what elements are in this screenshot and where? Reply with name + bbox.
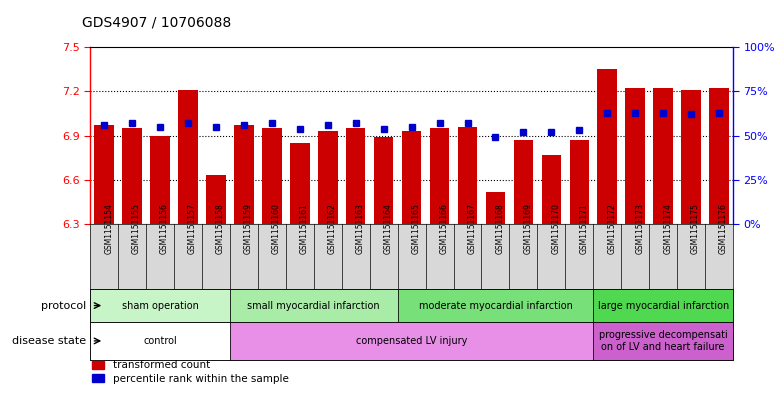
Text: GSM1151165: GSM1151165 bbox=[412, 203, 420, 254]
Text: GSM1151168: GSM1151168 bbox=[495, 203, 504, 254]
Text: large myocardial infarction: large myocardial infarction bbox=[597, 301, 729, 310]
Bar bbox=[178, 90, 198, 224]
Text: small myocardial infarction: small myocardial infarction bbox=[248, 301, 380, 310]
Text: GSM1151167: GSM1151167 bbox=[467, 203, 477, 254]
Text: GSM1151170: GSM1151170 bbox=[551, 203, 561, 254]
Bar bbox=[430, 128, 449, 224]
Bar bbox=[90, 289, 230, 322]
Bar bbox=[402, 131, 421, 224]
Bar bbox=[593, 289, 733, 322]
Bar bbox=[318, 131, 338, 224]
Text: moderate myocardial infarction: moderate myocardial infarction bbox=[419, 301, 572, 310]
Text: GSM1151172: GSM1151172 bbox=[608, 203, 616, 254]
Text: GDS4907 / 10706088: GDS4907 / 10706088 bbox=[82, 16, 231, 30]
Bar bbox=[346, 128, 365, 224]
Bar bbox=[397, 289, 593, 322]
Text: GSM1151162: GSM1151162 bbox=[328, 203, 337, 254]
Bar bbox=[626, 88, 645, 224]
Bar bbox=[542, 155, 561, 224]
Bar bbox=[653, 88, 673, 224]
Text: control: control bbox=[143, 336, 177, 346]
Bar bbox=[593, 322, 733, 360]
Text: GSM1151164: GSM1151164 bbox=[383, 203, 393, 254]
Bar bbox=[485, 191, 505, 224]
Bar bbox=[681, 90, 701, 224]
Text: GSM1151169: GSM1151169 bbox=[524, 203, 532, 254]
Text: GSM1151163: GSM1151163 bbox=[356, 203, 365, 254]
Text: GSM1151154: GSM1151154 bbox=[104, 203, 113, 254]
Bar bbox=[514, 140, 533, 224]
Text: protocol: protocol bbox=[41, 301, 86, 310]
Text: GSM1151176: GSM1151176 bbox=[719, 203, 728, 254]
Text: GSM1151158: GSM1151158 bbox=[216, 203, 225, 254]
Bar bbox=[151, 136, 170, 224]
Text: GSM1151175: GSM1151175 bbox=[691, 203, 700, 254]
Text: GSM1151157: GSM1151157 bbox=[188, 203, 197, 254]
Text: GSM1151156: GSM1151156 bbox=[160, 203, 169, 254]
Bar bbox=[597, 69, 617, 224]
Text: GSM1151161: GSM1151161 bbox=[299, 203, 309, 254]
Bar bbox=[230, 322, 593, 360]
Bar bbox=[94, 125, 114, 224]
Bar bbox=[122, 128, 142, 224]
Bar bbox=[374, 137, 394, 224]
Bar bbox=[290, 143, 310, 224]
Text: GSM1151166: GSM1151166 bbox=[440, 203, 448, 254]
Text: sham operation: sham operation bbox=[122, 301, 198, 310]
Bar bbox=[206, 175, 226, 224]
Legend: transformed count, percentile rank within the sample: transformed count, percentile rank withi… bbox=[88, 356, 292, 388]
Text: GSM1151159: GSM1151159 bbox=[244, 203, 253, 254]
Text: compensated LV injury: compensated LV injury bbox=[356, 336, 467, 346]
Text: GSM1151160: GSM1151160 bbox=[272, 203, 281, 254]
Bar bbox=[569, 140, 589, 224]
Text: disease state: disease state bbox=[12, 336, 86, 346]
Bar bbox=[458, 127, 477, 224]
Bar bbox=[90, 322, 230, 360]
Bar bbox=[262, 128, 281, 224]
Text: progressive decompensati
on of LV and heart failure: progressive decompensati on of LV and he… bbox=[599, 330, 728, 352]
Bar bbox=[230, 289, 397, 322]
Text: GSM1151173: GSM1151173 bbox=[635, 203, 644, 254]
Text: GSM1151155: GSM1151155 bbox=[132, 203, 141, 254]
Bar bbox=[710, 88, 729, 224]
Text: GSM1151171: GSM1151171 bbox=[579, 203, 588, 254]
Bar bbox=[234, 125, 254, 224]
Text: GSM1151174: GSM1151174 bbox=[663, 203, 672, 254]
